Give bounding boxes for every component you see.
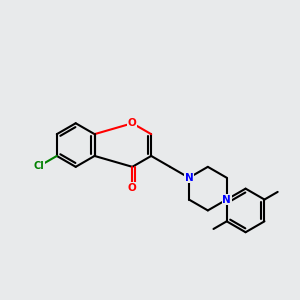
Text: O: O xyxy=(128,118,137,128)
Text: N: N xyxy=(222,194,231,205)
Text: N: N xyxy=(184,173,193,183)
Text: O: O xyxy=(128,182,137,193)
Text: Cl: Cl xyxy=(34,161,44,171)
